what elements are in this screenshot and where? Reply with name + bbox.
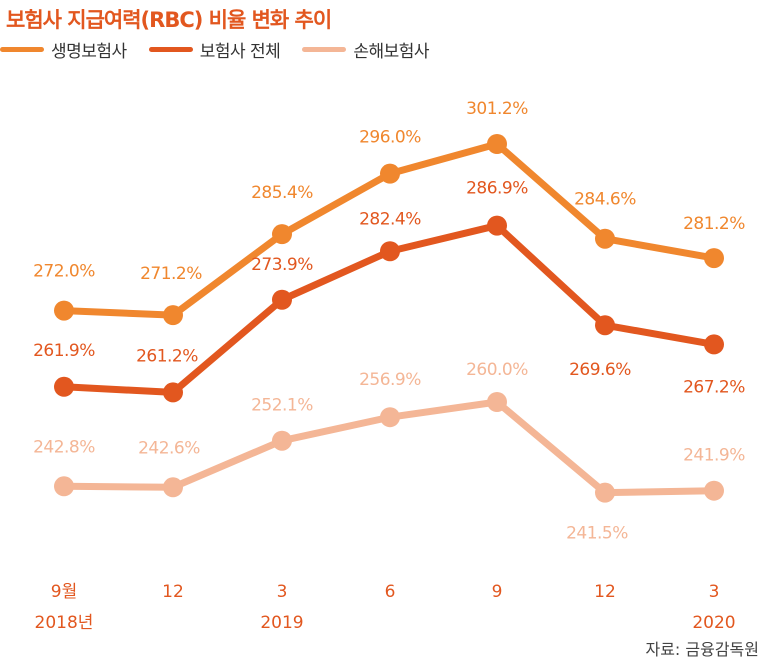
data-point-total-5 [595,315,615,336]
source-note: 자료: 금융감독원 [645,640,759,659]
value-label-life-3: 296.0% [359,128,421,148]
data-point-nonlife-0 [54,476,74,497]
data-point-life-1 [163,305,183,326]
value-label-life-6: 281.2% [683,214,745,234]
data-point-total-1 [163,382,183,403]
data-point-life-0 [54,300,74,321]
data-point-total-0 [54,376,74,397]
x-tick-label-0: 9월 [51,582,77,602]
data-point-total-6 [704,334,724,355]
value-label-total-2: 273.9% [251,255,313,275]
x-tick-label-5: 12 [594,582,616,602]
value-label-total-1: 261.2% [136,346,198,366]
chart-title: 보험사 지급여력(RBC) 비율 변화 추이 [6,8,332,32]
legend-label-total: 보험사 전체 [199,41,281,62]
value-label-total-3: 282.4% [359,209,421,229]
x-tick-label-4: 9 [492,582,503,602]
value-label-total-5: 269.6% [569,360,631,380]
legend: 생명보험사 보험사 전체 손해보험사 [0,37,451,62]
value-label-life-1: 271.2% [140,264,202,284]
value-label-total-4: 286.9% [466,179,528,199]
value-label-nonlife-2: 252.1% [251,396,313,416]
x-tick-label-3: 6 [385,582,396,602]
value-label-life-0: 272.0% [33,262,95,282]
legend-item-nonlife: 손해보험사 [302,37,430,62]
value-label-nonlife-0: 242.8% [33,437,95,457]
data-point-life-6 [704,248,724,269]
value-label-nonlife-4: 260.0% [466,360,528,380]
x-year-label-6: 2020 [692,613,735,633]
x-tick-label-1: 12 [162,582,184,602]
value-label-life-4: 301.2% [466,99,528,119]
data-point-total-2 [272,289,292,310]
legend-swatch-life [0,46,44,52]
data-point-life-2 [272,224,292,245]
x-year-label-2: 2019 [260,613,303,633]
data-point-nonlife-4 [487,392,507,412]
legend-label-life: 생명보험사 [51,41,127,62]
value-label-nonlife-3: 256.9% [359,370,421,390]
value-label-life-5: 284.6% [574,190,636,210]
value-label-nonlife-5: 241.5% [566,524,628,544]
data-point-nonlife-3 [380,407,400,428]
legend-item-life: 생명보험사 [0,37,127,62]
x-tick-label-6: 3 [709,582,720,602]
legend-swatch-total [148,46,193,52]
data-point-nonlife-6 [704,480,724,501]
value-label-total-0: 261.9% [33,341,95,361]
x-tick-label-2: 3 [277,582,288,602]
legend-swatch-nonlife [302,46,347,52]
legend-item-total: 보험사 전체 [148,37,281,62]
legend-label-nonlife: 손해보험사 [353,41,430,62]
value-label-life-2: 285.4% [251,183,313,203]
x-year-label-0: 2018년 [35,613,94,633]
data-point-life-4 [487,134,507,154]
data-point-nonlife-2 [272,430,292,451]
data-point-life-5 [595,228,615,249]
data-point-total-3 [380,241,400,262]
data-point-nonlife-1 [163,477,183,498]
data-point-nonlife-5 [595,482,615,503]
value-label-nonlife-1: 242.6% [138,438,200,458]
value-label-total-6: 267.2% [683,377,745,397]
data-point-life-3 [380,163,400,184]
data-point-total-4 [487,215,507,236]
value-label-nonlife-6: 241.9% [683,446,745,466]
